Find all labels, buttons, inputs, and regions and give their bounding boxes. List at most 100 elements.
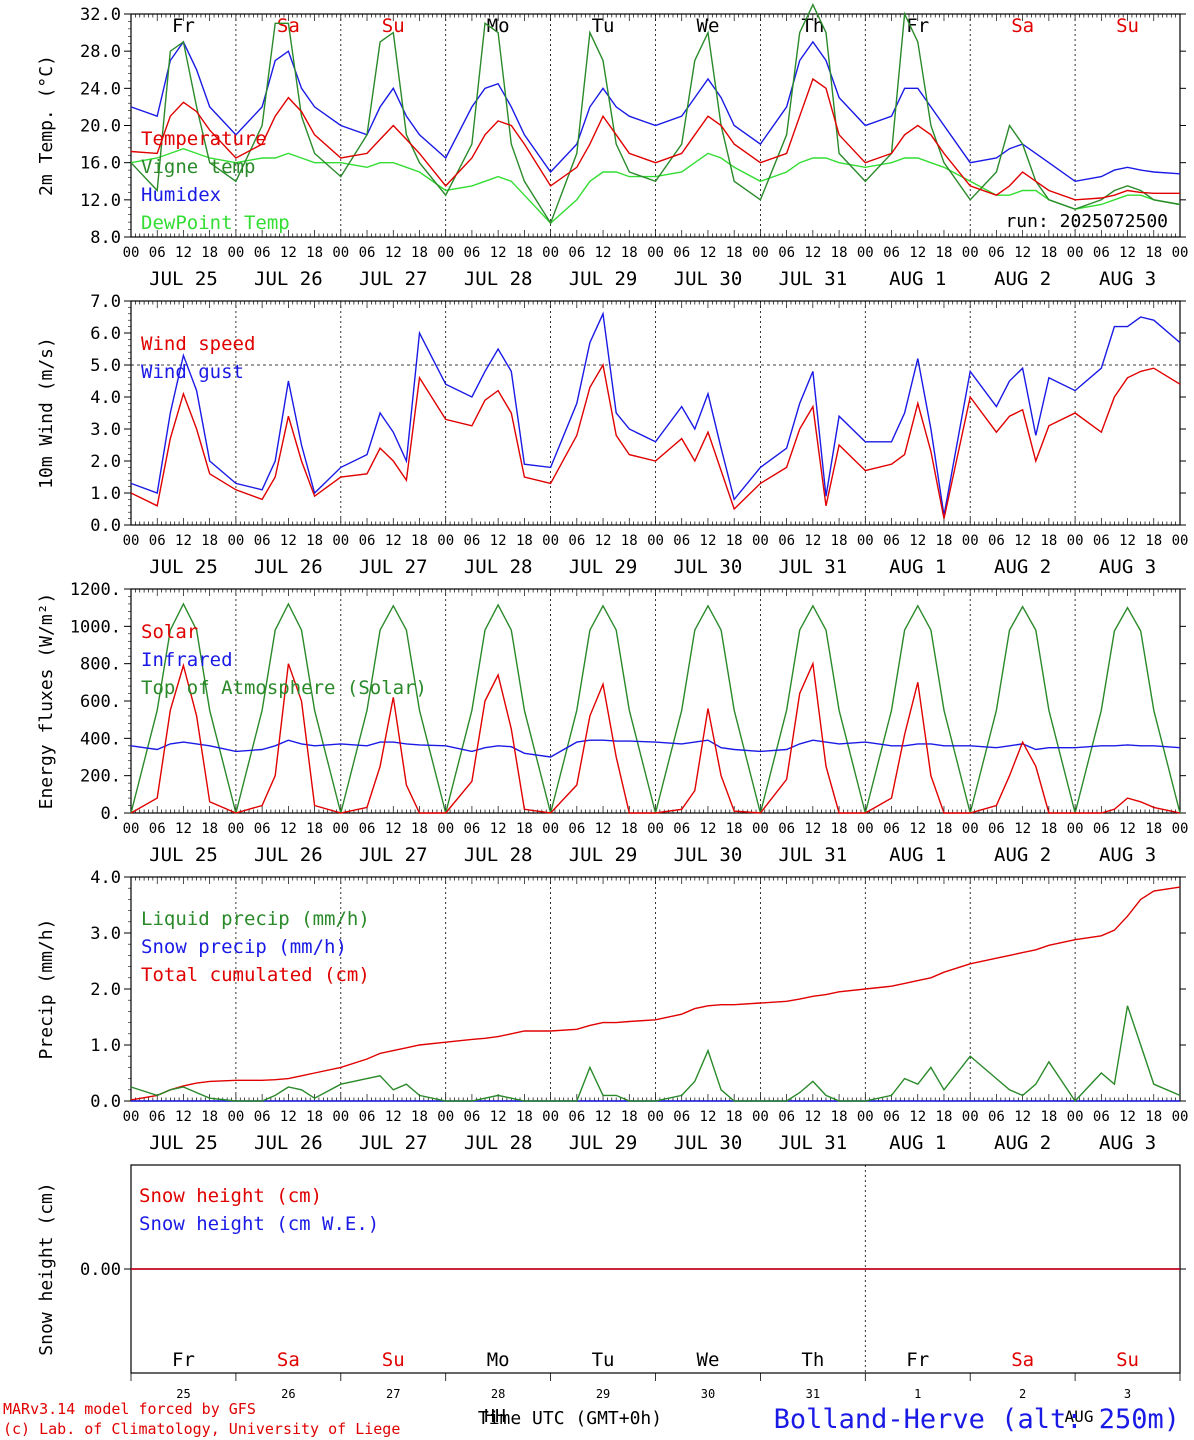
- panel-precip: 0.0 1.0 2.0 3.0 4.0 Precip (mm/h) 00 06 12 18 00 06…: [36, 868, 1188, 1154]
- hour-tick-label: 18: [1145, 1109, 1162, 1125]
- hour-tick-label: 00: [1067, 533, 1084, 549]
- hour-tick-label: 00: [227, 821, 244, 837]
- day-label: AUG 1: [889, 556, 946, 578]
- hour-tick-label: 00: [227, 1109, 244, 1125]
- hour-tick-label: 18: [1040, 821, 1057, 837]
- day-label: JUL 26: [254, 556, 323, 578]
- day-label: AUG 3: [1099, 268, 1156, 290]
- weekday-label: Sa: [1011, 15, 1034, 37]
- legend-entry: Wind gust: [141, 361, 244, 383]
- hour-tick-label: 06: [463, 245, 480, 261]
- day-number-label: 30: [701, 1387, 715, 1401]
- legend-entry: Wind speed: [141, 333, 255, 355]
- hour-tick-label: 18: [726, 821, 743, 837]
- hour-tick-label: 00: [647, 1109, 664, 1125]
- hour-tick-label: 06: [778, 245, 795, 261]
- hour-tick-label: 12: [700, 533, 717, 549]
- series-line-vigne-temp: [130, 3, 1181, 225]
- hour-tick-label: 18: [1040, 1109, 1057, 1125]
- legend-entry: Liquid precip (mm/h): [141, 908, 370, 930]
- y-tick-label: 20.0: [80, 117, 121, 137]
- hour-tick-label: 06: [149, 245, 166, 261]
- y-tick-label: 1000.: [70, 617, 121, 637]
- hour-tick-label: 06: [673, 245, 690, 261]
- day-label: JUL 29: [569, 556, 638, 578]
- legend-entry: Humidex: [141, 184, 221, 206]
- hour-tick-label: 06: [254, 1109, 271, 1125]
- hour-tick-label: 12: [1119, 245, 1136, 261]
- hour-tick-label: 06: [149, 533, 166, 549]
- y-tick-label: 1.0: [90, 484, 121, 504]
- hour-tick-label: 00: [332, 1109, 349, 1125]
- hour-tick-label: 06: [1093, 821, 1110, 837]
- panel-snow: 0.00 Snow height (cm) Fr Sa Su Mo Tu We Th Fr Sa Su…: [36, 1164, 1186, 1401]
- hour-tick-label: 06: [883, 1109, 900, 1125]
- weekday-label: Tu: [592, 1349, 615, 1371]
- day-label: JUL 31: [779, 556, 848, 578]
- hour-tick-label: 12: [175, 1109, 192, 1125]
- lab-credit: (c) Lab. of Climatology, University of L…: [3, 1420, 400, 1438]
- hour-tick-label: 12: [804, 533, 821, 549]
- hour-tick-label: 06: [988, 533, 1005, 549]
- hour-tick-label: 06: [988, 1109, 1005, 1125]
- hour-tick-label: 12: [175, 821, 192, 837]
- day-label: JUL 30: [674, 268, 743, 290]
- hour-tick-label: 18: [1145, 245, 1162, 261]
- hour-tick-label: 06: [568, 1109, 585, 1125]
- y-tick-label: 0.00: [80, 1260, 121, 1280]
- hour-tick-label: 00: [1067, 821, 1084, 837]
- series-line-liquid-precip-mm-h-: [130, 1005, 1181, 1103]
- hour-tick-label: 18: [726, 245, 743, 261]
- day-label: JUL 29: [569, 844, 638, 866]
- series-line-infrared: [130, 739, 1181, 758]
- hour-tick-label: 06: [254, 245, 271, 261]
- panel-temp: 8.0 12.0 16.0 20.0 24.0 28.0 32.0 2m Temp. (°C)…: [36, 3, 1188, 290]
- hour-tick-label: 00: [752, 821, 769, 837]
- model-credit: MARv3.14 model forced by GFS: [3, 1400, 256, 1418]
- hour-tick-label: 06: [359, 821, 376, 837]
- day-label: AUG 1: [889, 1132, 946, 1154]
- hour-tick-label: 00: [962, 821, 979, 837]
- series-line-wind-speed: [130, 363, 1181, 519]
- day-label: AUG 3: [1099, 556, 1156, 578]
- hour-tick-label: 18: [201, 821, 218, 837]
- day-label: AUG 2: [994, 1132, 1051, 1154]
- hour-tick-label: 12: [804, 245, 821, 261]
- legend-entry: Solar: [141, 621, 198, 643]
- y-tick-label: 200.: [80, 767, 121, 787]
- hour-tick-label: 12: [1119, 1109, 1136, 1125]
- hour-tick-label: 00: [1067, 245, 1084, 261]
- footer: MARv3.14 model forced by GFS (c) Lab. of …: [3, 1400, 1180, 1438]
- hour-tick-label: 18: [516, 821, 533, 837]
- hour-tick-label: 18: [1040, 533, 1057, 549]
- hour-tick-label: 18: [621, 245, 638, 261]
- hour-tick-label: 00: [123, 533, 140, 549]
- hour-tick-label: 06: [568, 821, 585, 837]
- hour-tick-label: 12: [490, 1109, 507, 1125]
- hour-tick-label: 00: [332, 821, 349, 837]
- y-tick-label: 4.0: [90, 868, 121, 888]
- y-tick-label: 2.0: [90, 452, 121, 472]
- hour-tick-label: 00: [437, 245, 454, 261]
- day-label: JUL 25: [149, 556, 218, 578]
- hour-tick-label: 18: [726, 1109, 743, 1125]
- hour-tick-label: 06: [254, 821, 271, 837]
- y-tick-label: 0.: [101, 804, 121, 824]
- series-line-temperature: [130, 77, 1180, 201]
- hour-tick-label: 00: [857, 245, 874, 261]
- x-axis-label: Time UTC (GMT+0h): [478, 1408, 662, 1429]
- hour-tick-label: 00: [542, 1109, 559, 1125]
- y-tick-label: 0.0: [90, 1092, 121, 1112]
- hour-tick-label: 12: [175, 533, 192, 549]
- legend-entry: Vigne temp: [141, 156, 255, 178]
- hour-tick-label: 06: [359, 533, 376, 549]
- hour-tick-label: 06: [673, 821, 690, 837]
- hour-tick-label: 18: [201, 533, 218, 549]
- hour-tick-label: 06: [463, 1109, 480, 1125]
- day-label: AUG 2: [994, 556, 1051, 578]
- y-tick-label: 28.0: [80, 42, 121, 62]
- hour-tick-label: 12: [280, 533, 297, 549]
- weekday-label: Fr: [172, 1349, 195, 1371]
- day-label: JUL 28: [464, 556, 533, 578]
- weekday-label: Fr: [906, 15, 929, 37]
